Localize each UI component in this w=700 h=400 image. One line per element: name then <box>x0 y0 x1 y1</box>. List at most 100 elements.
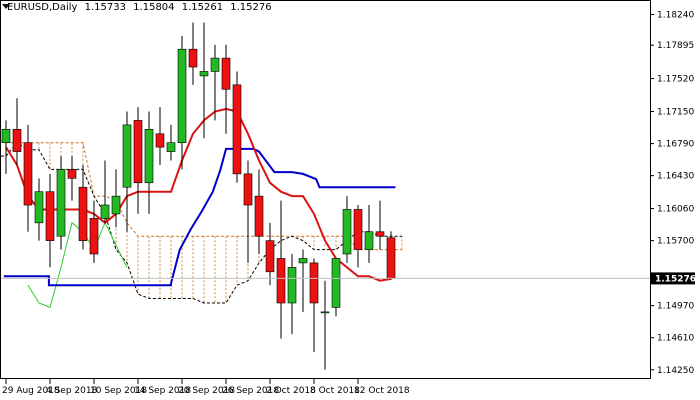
candle <box>166 124 176 161</box>
candle <box>221 44 231 134</box>
candle-body <box>199 71 209 77</box>
candle <box>232 71 242 183</box>
candle <box>342 196 352 263</box>
candle <box>133 107 143 214</box>
candle-body <box>34 191 44 224</box>
candle-body <box>133 120 143 184</box>
candle-body <box>56 169 66 237</box>
candle <box>309 258 319 352</box>
candle-body <box>23 142 33 206</box>
x-tick-label: 10 Sep 2018 <box>90 386 147 396</box>
candle-body <box>276 258 286 304</box>
candle-body <box>177 48 187 143</box>
candle-body <box>232 84 242 175</box>
close-value: 1.15276 <box>230 2 272 13</box>
candle <box>364 205 374 263</box>
candle <box>155 107 165 165</box>
candle-body <box>320 311 330 314</box>
candle-body <box>78 186 88 241</box>
candle-body <box>353 209 363 250</box>
symbol-label: EURUSD,Daily <box>7 2 78 13</box>
candle <box>298 249 308 312</box>
kijun-sen-line <box>3 147 396 287</box>
candle-body <box>111 195 121 215</box>
candle-body <box>122 124 132 188</box>
candle <box>320 280 330 370</box>
candle <box>45 173 55 268</box>
price-axis: 1.18240 1.17895 1.17520 1.17150 1.16790 1.164… <box>650 10 694 376</box>
candle-body <box>386 237 396 279</box>
y-tick-label: 1.14970 <box>657 302 694 312</box>
candle <box>100 160 110 223</box>
candle <box>243 160 253 263</box>
y-tick-label: 1.16790 <box>657 140 694 150</box>
y-tick-label: 1.16430 <box>657 172 694 182</box>
candle-body <box>254 195 264 237</box>
candle <box>111 169 121 228</box>
x-tick-label: 8 Oct 2018 <box>310 386 360 396</box>
candle <box>276 200 286 339</box>
plot-frame <box>0 0 651 379</box>
candle <box>177 35 187 170</box>
y-tick-label: 1.15700 <box>657 237 694 247</box>
candle-body <box>166 142 176 152</box>
candle-body <box>12 129 22 152</box>
x-tick-label: 29 Aug 2018 <box>2 386 60 396</box>
candle <box>254 169 264 255</box>
y-tick-label: 1.14610 <box>657 334 694 344</box>
chart-header: EURUSD,Daily 1.15733 1.15804 1.15261 1.1… <box>7 2 276 13</box>
candle-body <box>67 169 77 179</box>
candle <box>12 98 22 165</box>
y-tick-label: 1.16060 <box>657 205 694 215</box>
candle <box>122 111 132 232</box>
candle-body <box>45 191 55 241</box>
candle-body <box>210 57 220 72</box>
candle <box>144 111 154 214</box>
candle-body <box>342 209 352 255</box>
y-tick-label: 1.17150 <box>657 108 694 118</box>
candle-body <box>1 129 11 143</box>
candle <box>23 124 33 232</box>
candle <box>210 44 220 121</box>
candle-body <box>243 173 253 206</box>
y-tick-label: 1.14250 <box>657 366 694 376</box>
candle <box>78 164 88 250</box>
candle <box>67 156 77 201</box>
triangle-down-icon[interactable] <box>2 4 10 9</box>
current-price-tag: 1.15276 <box>651 272 696 285</box>
x-tick-label: 26 Sep 2018 <box>222 386 279 396</box>
x-tick-label: 12 Oct 2018 <box>354 386 410 396</box>
x-tick-label: 4 Sep 2018 <box>46 386 98 396</box>
open-value: 1.15733 <box>84 2 126 13</box>
candle <box>56 156 66 250</box>
x-tick-label: 2 Oct 2018 <box>266 386 316 396</box>
candle-body <box>188 48 198 68</box>
low-value: 1.15261 <box>181 2 224 13</box>
candle <box>353 205 363 268</box>
candle-body <box>309 262 319 304</box>
candles <box>1 22 396 370</box>
candle-body <box>287 267 297 304</box>
candle <box>34 178 44 241</box>
candle-body <box>298 258 308 264</box>
senkou-span-a-line <box>0 139 402 251</box>
candle-body <box>100 204 110 219</box>
x-tick-label: 14 Sep 2018 <box>134 386 191 396</box>
current-price-label: 1.15276 <box>655 274 696 284</box>
y-tick-label: 1.17520 <box>657 75 694 85</box>
x-tick-label: 20 Sep 2018 <box>178 386 235 396</box>
candle-body <box>265 240 275 273</box>
candle-body <box>375 231 385 237</box>
candle <box>386 231 396 280</box>
high-value: 1.15804 <box>133 2 175 13</box>
candle <box>287 254 297 335</box>
candle <box>331 258 341 317</box>
senkou-span-b-line <box>0 142 402 304</box>
candle <box>188 22 198 85</box>
candle-body <box>331 258 341 308</box>
candle-body <box>89 218 99 255</box>
candle-body <box>364 231 374 250</box>
